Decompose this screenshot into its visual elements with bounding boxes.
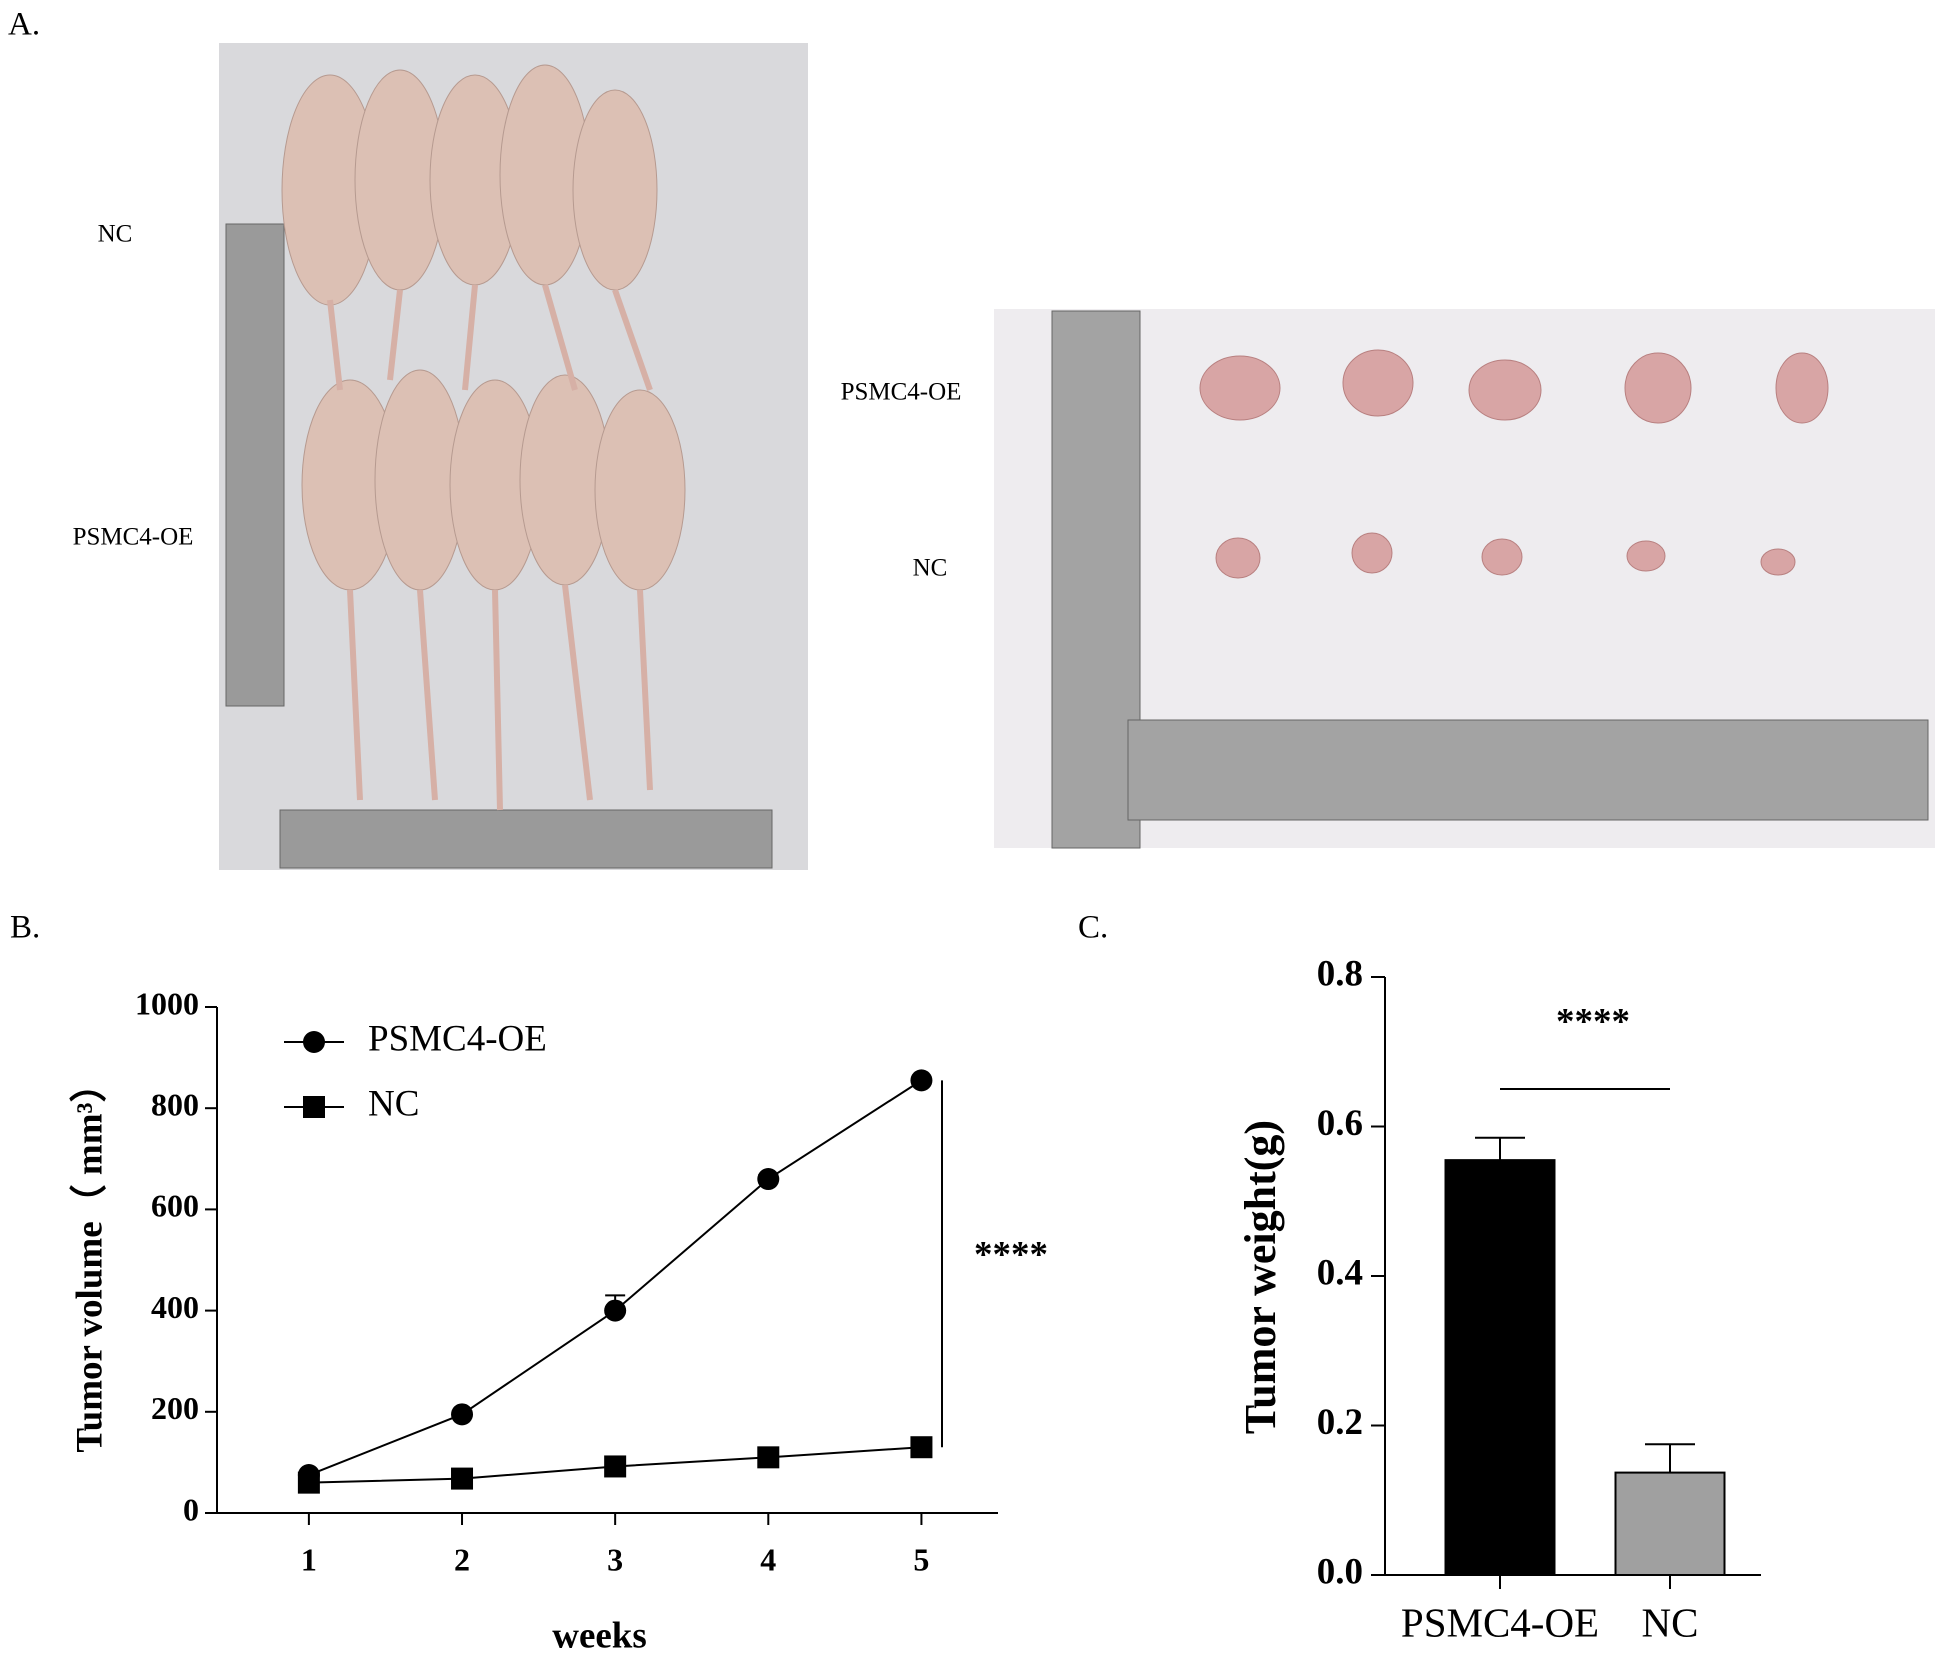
y-tick-label: 0.6	[1317, 1103, 1363, 1144]
tumor-photo	[994, 309, 1935, 849]
x-tick-label: 1	[301, 1541, 317, 1577]
legend-label: PSMC4-OE	[368, 1018, 547, 1059]
x-tick-label: 5	[913, 1541, 929, 1577]
bar	[1444, 1159, 1556, 1576]
legend-marker	[303, 1096, 325, 1118]
point	[604, 1455, 627, 1478]
y-tick-label: 1000	[135, 985, 199, 1021]
series-line	[308, 1079, 922, 1476]
point	[451, 1467, 474, 1490]
y-tick-label: 600	[151, 1188, 199, 1224]
y-tick-label: 0.8	[1317, 953, 1363, 994]
y-axis-label: Tumor weight(g)	[1236, 1120, 1285, 1434]
point	[910, 1069, 933, 1092]
x-tick-label: NC	[1642, 1599, 1699, 1645]
photo-label: PSMC4-OE	[841, 379, 962, 406]
point	[757, 1446, 780, 1469]
y-tick-label: 0.0	[1317, 1551, 1363, 1592]
panel-label: C.	[1078, 910, 1108, 946]
x-tick-label: 3	[607, 1541, 623, 1577]
photo-label: NC	[913, 555, 948, 582]
photo-label: PSMC4-OE	[73, 524, 194, 551]
y-tick-label: 200	[151, 1390, 199, 1426]
point	[910, 1436, 933, 1459]
point	[451, 1403, 474, 1426]
x-tick-label: PSMC4-OE	[1401, 1599, 1599, 1645]
y-tick-label: 0.2	[1317, 1402, 1363, 1443]
y-tick-label: 400	[151, 1289, 199, 1325]
significance: ****	[974, 1234, 1048, 1275]
legend-marker	[303, 1031, 325, 1053]
x-axis-label: weeks	[552, 1615, 647, 1656]
y-tick-label: 0.4	[1317, 1252, 1363, 1293]
x-tick-label: 4	[760, 1541, 776, 1577]
legend-label: NC	[368, 1083, 419, 1124]
point	[757, 1168, 780, 1191]
x-tick-label: 2	[454, 1541, 470, 1577]
y-axis-label: Tumor volume（ mm³）	[68, 1065, 110, 1452]
error-bar	[1475, 1136, 1525, 1161]
error-bar	[1645, 1443, 1695, 1473]
panel-label: B.	[10, 910, 40, 946]
panel-label: A.	[8, 7, 40, 43]
y-tick-label: 800	[151, 1087, 199, 1123]
photo-label: NC	[98, 221, 133, 248]
mice-photo	[219, 43, 808, 870]
significance: ****	[1556, 1001, 1630, 1042]
point	[297, 1471, 320, 1494]
y-tick-label: 0	[183, 1491, 199, 1527]
bar	[1614, 1471, 1726, 1577]
point	[604, 1299, 627, 1322]
